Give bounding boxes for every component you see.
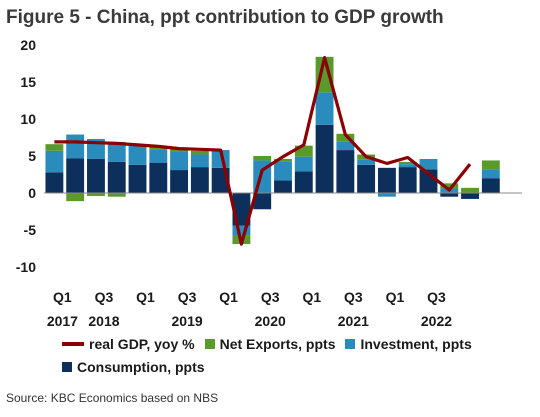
legend-row: Consumption, ppts [62, 357, 532, 377]
legend-item-consumption: Consumption, ppts [62, 359, 205, 375]
bar-segment [149, 149, 168, 163]
x-tick-quarter-label: Q1 [386, 289, 405, 305]
bar-segment [377, 193, 396, 197]
y-tick-label: 10 [20, 111, 36, 127]
bar-segment [398, 164, 417, 168]
x-tick-year-label: 2022 [421, 313, 452, 329]
x-tick-quarter-label: Q3 [95, 289, 114, 305]
x-tick-quarter-label: Q3 [178, 289, 197, 305]
bar-segment [461, 193, 479, 199]
x-tick-quarter-label: Q1 [53, 289, 72, 305]
legend-swatch-net-exports [204, 339, 215, 349]
x-tick-quarter-label: Q1 [302, 289, 321, 305]
bar-segment [315, 92, 334, 125]
y-tick-label: 0 [28, 185, 36, 201]
bar-segment [87, 193, 105, 196]
bar-segment [440, 183, 459, 189]
x-axis-ticks: Q1 2017 Q3 2018 Q1 Q3 2019 Q1 Q3 2020 Q1 Q3 2021 Q1 Q3… [47, 289, 452, 329]
bar-segment [274, 158, 292, 162]
x-tick-year-label: 2019 [172, 313, 203, 329]
bar-segment [66, 193, 85, 202]
chart-title: Figure 5 - China, ppt contribution to GD… [6, 7, 444, 28]
legend-label-consumption: Consumption, ppts [77, 359, 205, 375]
x-tick-quarter-label: Q1 [219, 289, 238, 305]
bar-segment [87, 158, 105, 193]
y-tick-label: 15 [20, 74, 36, 90]
bar-segment [128, 164, 147, 193]
x-tick-year-label: 2018 [88, 313, 119, 329]
bar-segment [190, 167, 209, 193]
bar-segment [398, 167, 417, 193]
bar-segment [315, 124, 334, 193]
y-axis-ticks: 20 15 10 5 0 -5 -10 [16, 37, 36, 275]
bar-segment [128, 145, 147, 165]
bar-segment [357, 164, 376, 193]
bar-segment [253, 156, 272, 161]
legend-item-net-exports: Net Exports, ppts [204, 336, 336, 352]
legend-row: real GDP, yoy % Net Exports, ppts Invest… [62, 334, 532, 354]
bar-segment [107, 161, 126, 193]
bar-segment [336, 133, 355, 142]
bar-segment [45, 150, 64, 173]
legend-swatch-gdp [62, 342, 84, 346]
bar-segment [336, 150, 355, 193]
legend-label-net-exports: Net Exports, ppts [219, 336, 336, 352]
legend-item-gdp: real GDP, yoy % [62, 336, 195, 352]
bar-segment [274, 180, 292, 193]
y-tick-label: -5 [24, 222, 37, 238]
bar-segment [481, 160, 500, 170]
x-tick-year-label: 2017 [47, 313, 78, 329]
gdp-line [54, 55, 472, 246]
bar-segment [357, 159, 376, 165]
y-tick-label: -10 [16, 259, 36, 275]
bar-segment [190, 150, 209, 155]
chart-area: 20 15 10 5 0 -5 -10 Q1 2017 Q3 2018 Q1 Q3 2019 Q1 Q3 20… [16, 37, 522, 329]
bar-segment [398, 161, 417, 165]
bar-segment [149, 162, 168, 193]
legend-swatch-consumption [62, 362, 72, 372]
bar-segment [107, 193, 126, 197]
bar-segment [377, 167, 396, 193]
legend-swatch-investment [345, 339, 356, 349]
bar-segment [294, 171, 313, 193]
x-tick-year-label: 2020 [255, 313, 286, 329]
bar-segment [419, 158, 438, 170]
bar-segment [66, 158, 85, 193]
bar-segment [315, 56, 334, 93]
bar-segment [45, 172, 64, 193]
bar-segment [190, 154, 209, 168]
bar-segment [170, 170, 189, 193]
legend: real GDP, yoy % Net Exports, ppts Invest… [62, 334, 532, 380]
x-tick-quarter-label: Q3 [344, 289, 363, 305]
source-note: Source: KBC Economics based on NBS [6, 391, 219, 405]
bar-segment [294, 145, 313, 157]
x-tick-quarter-label: Q3 [261, 289, 280, 305]
bar-segment [294, 156, 313, 172]
bar-segment [481, 178, 500, 193]
bar-series [45, 56, 500, 245]
y-tick-label: 20 [20, 37, 36, 53]
legend-item-investment: Investment, ppts [345, 336, 472, 352]
bar-segment [481, 169, 500, 179]
bar-segment [461, 187, 479, 193]
y-tick-label: 5 [28, 148, 36, 164]
bar-segment [274, 161, 292, 181]
bar-segment [45, 144, 64, 151]
x-tick-quarter-label: Q1 [136, 289, 155, 305]
bar-segment [107, 141, 126, 162]
x-tick-quarter-label: Q3 [427, 289, 446, 305]
bar-segment [66, 134, 85, 159]
bar-segment [253, 193, 272, 210]
bar-segment [336, 141, 355, 151]
legend-label-gdp: real GDP, yoy % [89, 336, 195, 352]
legend-label-investment: Investment, ppts [360, 336, 472, 352]
bar-segment [232, 225, 251, 236]
x-tick-year-label: 2021 [338, 313, 369, 329]
bar-segment [170, 151, 189, 171]
bar-segment [440, 193, 459, 197]
gdp-line-series [54, 55, 472, 246]
